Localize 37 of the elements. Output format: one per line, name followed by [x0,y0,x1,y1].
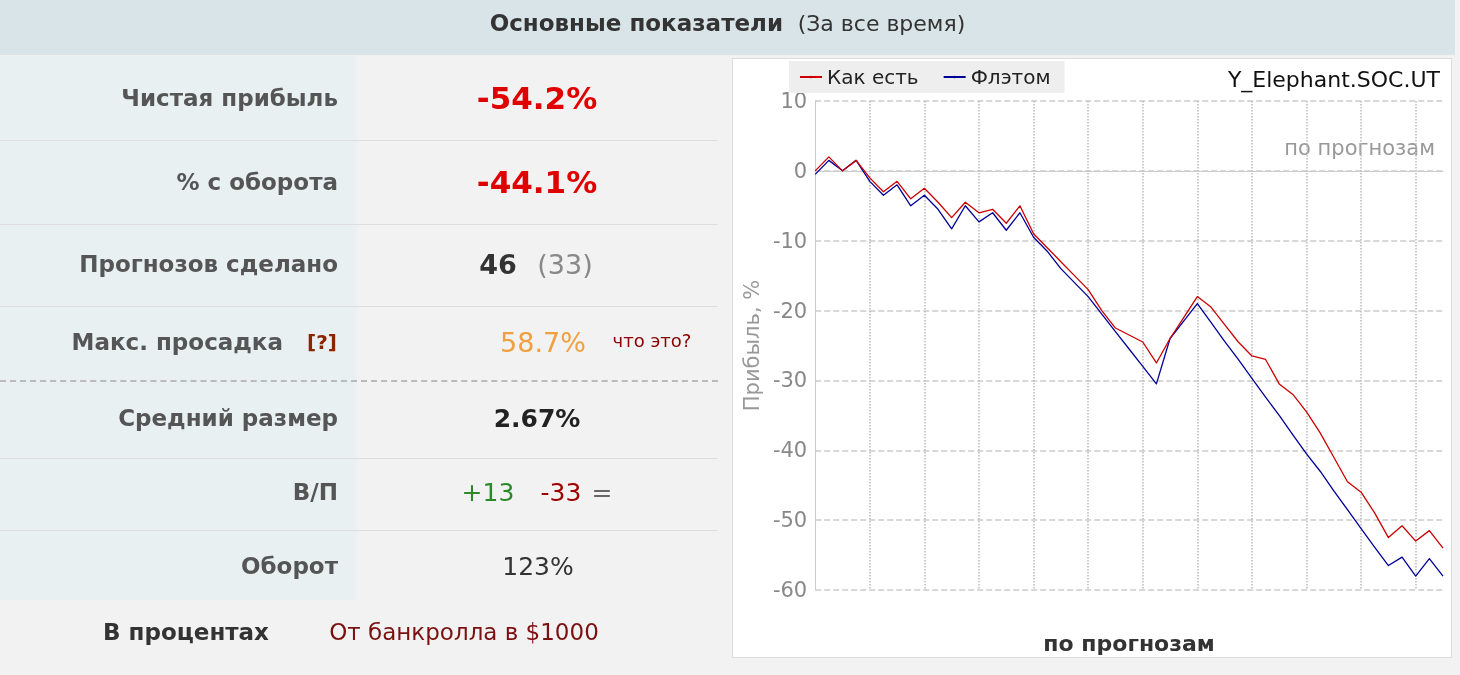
text: что это? [612,329,692,351]
y-tick-label: 0 [793,158,808,183]
text: Прогнозов сделано [79,251,338,277]
x-axis-title: по прогнозам [1043,630,1215,656]
text: Средний размер [118,405,338,431]
y-tick-label: -30 [772,368,808,393]
y-tick-label: -60 [772,578,808,602]
text: -54.2% [476,80,598,116]
y-tick-label: -40 [772,438,808,463]
text: В процентах [103,619,269,645]
y-tick-label: 10 [780,89,808,113]
text: +13 [461,477,515,507]
text: -33 [540,477,582,507]
chart-subtitle: Y_Elephant.SOC.UT [1226,66,1441,93]
y-tick-label: -10 [772,228,808,253]
text: -44.1% [476,164,598,200]
text: (За все время) [797,11,966,36]
text: Чистая прибыль [121,85,338,111]
text: 58.7% [500,326,586,358]
text: Основные показатели [489,10,784,36]
text: 2.67% [493,403,581,433]
text: [?] [307,330,337,354]
text: Оборот [240,553,338,579]
text: Макс. просадка [71,329,283,355]
text: % с оборота [176,169,338,195]
y-tick-label: -50 [772,508,808,533]
legend-label: Как есть [827,65,919,89]
text: От банкролла в $1000 [329,619,599,645]
text: 123% [502,551,574,581]
legend-label: Флэтом [970,65,1051,89]
text: = [591,477,613,507]
text: 46 [479,248,517,280]
text: В/П [292,479,338,505]
y-axis-title: Прибыль, % [739,279,764,412]
y-tick-label: -20 [772,298,808,323]
text: (33) [537,248,593,280]
annotation: по прогнозам [1284,135,1436,160]
